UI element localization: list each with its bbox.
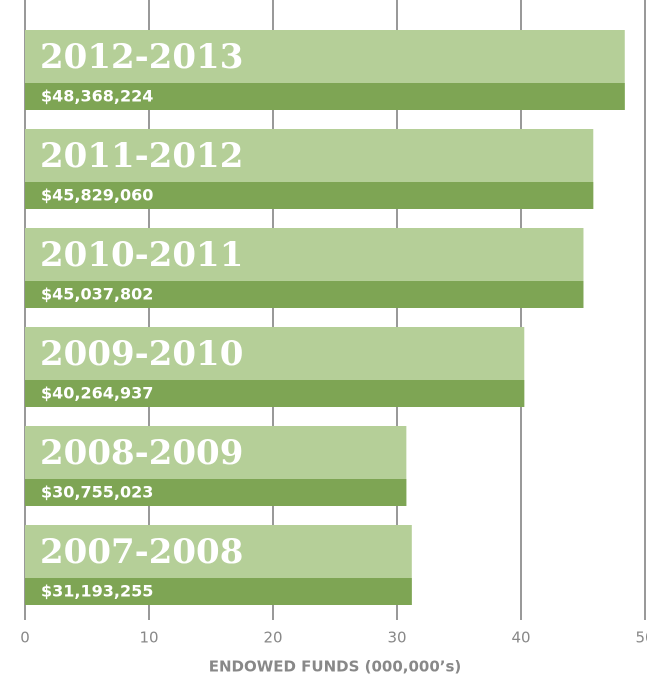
category-label: 2010-2011 [40, 235, 243, 275]
bar-band [25, 83, 625, 110]
value-label: $45,829,060 [41, 186, 153, 205]
category-label: 2012-2013 [40, 37, 243, 77]
x-tick-label: 0 [20, 629, 30, 647]
bar-band [25, 182, 594, 209]
x-tick-label: 40 [511, 629, 530, 647]
x-axis-title: ENDOWED FUNDS (000,000’s) [209, 658, 462, 676]
category-label: 2007-2008 [40, 532, 243, 572]
bar-band [25, 281, 584, 308]
value-label: $31,193,255 [41, 582, 153, 601]
bar-band [25, 578, 412, 605]
category-label: 2008-2009 [40, 433, 243, 473]
bar-band [25, 380, 525, 407]
value-label: $48,368,224 [41, 87, 153, 106]
x-tick-label: 50 [635, 629, 647, 647]
x-tick-label: 20 [263, 629, 282, 647]
x-tick-label: 10 [139, 629, 158, 647]
category-label: 2009-2010 [40, 334, 243, 374]
x-tick-label: 30 [387, 629, 406, 647]
value-label: $30,755,023 [41, 483, 153, 502]
bar-band [25, 479, 407, 506]
value-label: $45,037,802 [41, 285, 153, 304]
value-label: $40,264,937 [41, 384, 153, 403]
category-label: 2011-2012 [40, 136, 243, 176]
